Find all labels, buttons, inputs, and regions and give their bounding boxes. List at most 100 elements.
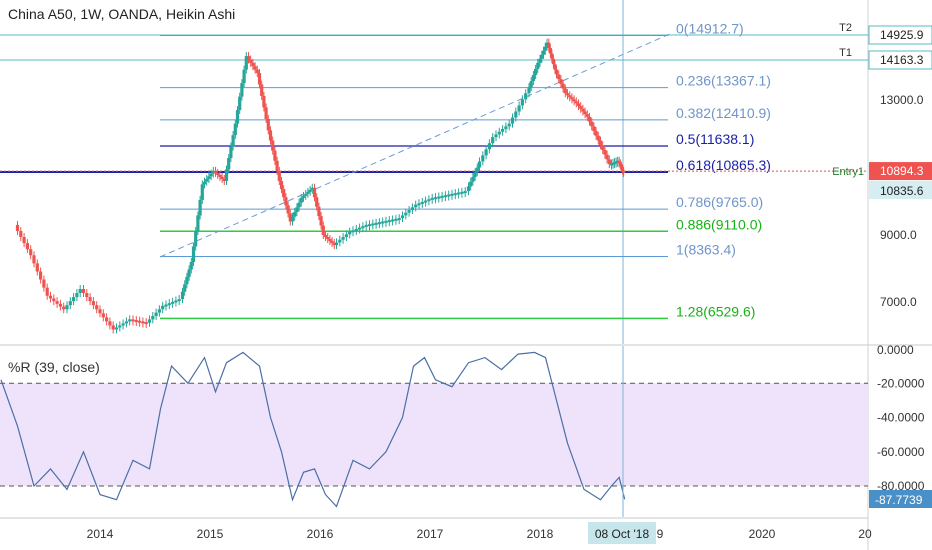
candle-body	[619, 165, 623, 169]
candle-body	[437, 196, 441, 199]
candle-body	[157, 309, 161, 313]
candle-body	[579, 106, 583, 109]
candle-body	[295, 207, 299, 213]
candle-body	[118, 325, 122, 328]
candle-body	[299, 197, 303, 203]
candle-body	[108, 321, 112, 326]
candle-body	[540, 54, 544, 59]
candle-body	[171, 301, 175, 304]
date-badge-text: 08 Oct '18	[595, 527, 650, 541]
candle-body	[62, 306, 66, 310]
candle-body	[484, 149, 488, 156]
candle-body	[317, 206, 321, 217]
candle-body	[504, 126, 508, 130]
candle-body	[545, 42, 549, 47]
candle-body	[543, 46, 547, 51]
candle-body	[266, 118, 270, 131]
price-tick-9000.0: 9000.0	[880, 228, 917, 242]
candle-body	[216, 172, 220, 175]
candle-body	[371, 223, 375, 226]
entry-label: Entry1	[832, 166, 864, 178]
candle-body	[198, 199, 202, 216]
candle-body	[469, 181, 473, 187]
candle-body	[581, 108, 585, 112]
candle-body	[507, 123, 511, 127]
candle-body	[414, 204, 418, 208]
candle-body	[144, 322, 148, 325]
candle-body	[164, 304, 168, 307]
candle-body	[605, 154, 609, 160]
x-tick-2016: 2016	[307, 527, 334, 541]
candle-body	[32, 255, 36, 264]
candle-body	[95, 305, 99, 310]
candle-body	[105, 317, 109, 322]
candle-body	[249, 59, 253, 63]
candle-body	[147, 319, 152, 323]
price-tick-13000.0: 13000.0	[880, 93, 924, 107]
candle-body	[29, 249, 33, 256]
candle-body	[111, 325, 115, 330]
candle-body	[400, 215, 405, 219]
candle-body	[323, 235, 328, 238]
candle-body	[101, 313, 105, 318]
candle-body	[330, 241, 334, 244]
candle-body	[603, 149, 607, 155]
candle-body	[114, 327, 119, 330]
candle-body	[334, 242, 339, 246]
candle-body	[138, 320, 142, 323]
candle-body	[559, 79, 563, 84]
candle-body	[592, 126, 596, 132]
indicator-title: %R (39, close)	[8, 359, 100, 375]
x-tick-2020: 2020	[749, 527, 776, 541]
candle-body	[191, 246, 196, 262]
entry-badge	[869, 162, 932, 181]
fib-label-8: 1.28(6529.6)	[676, 303, 755, 319]
candle-body	[227, 158, 231, 170]
trend-line	[159, 32, 673, 258]
candle-body	[75, 293, 79, 298]
candle-body	[91, 301, 95, 306]
candle-body	[574, 101, 578, 104]
candle-body	[450, 193, 454, 196]
candle-body	[348, 231, 352, 235]
candle-body	[328, 239, 332, 242]
candle-body	[394, 218, 398, 221]
candle-body	[187, 269, 191, 277]
candle-body	[19, 230, 23, 238]
candle-body	[286, 205, 290, 214]
x-tick-2018: 2018	[527, 527, 554, 541]
candle-body	[473, 172, 477, 177]
wr-tick--40.0000: -40.0000	[877, 411, 925, 425]
fib-label-7: 1(8363.4)	[676, 241, 736, 257]
candle-body	[568, 95, 572, 98]
candle-body	[308, 189, 312, 192]
candle-body	[65, 305, 69, 310]
candle-body	[384, 220, 388, 223]
candle-body	[264, 107, 268, 119]
candle-body	[52, 298, 56, 302]
fib-label-5: 0.786(9765.0)	[676, 194, 763, 210]
candle-body	[58, 303, 62, 307]
candle-body	[202, 181, 207, 185]
candle-body	[387, 220, 391, 223]
candle-body	[554, 69, 559, 75]
candle-body	[491, 137, 495, 144]
target-badge-text-t1: 14163.3	[880, 53, 924, 67]
x-tick-2015: 2015	[197, 527, 224, 541]
candle-body	[475, 167, 479, 173]
candle-body	[607, 159, 611, 165]
x-tick-9: 9	[657, 527, 664, 541]
fib-label-4: 0.618(10865.3)	[676, 157, 771, 173]
candle-body	[447, 194, 451, 197]
candle-body	[279, 181, 284, 190]
candle-body	[196, 215, 200, 231]
candle-body	[397, 218, 401, 221]
candle-body	[260, 84, 264, 96]
candle-body	[121, 323, 125, 326]
candle-body	[341, 237, 345, 240]
candle-body	[326, 237, 330, 240]
candle-body	[463, 191, 467, 194]
candle-body	[284, 197, 288, 206]
candle-body	[229, 146, 233, 159]
